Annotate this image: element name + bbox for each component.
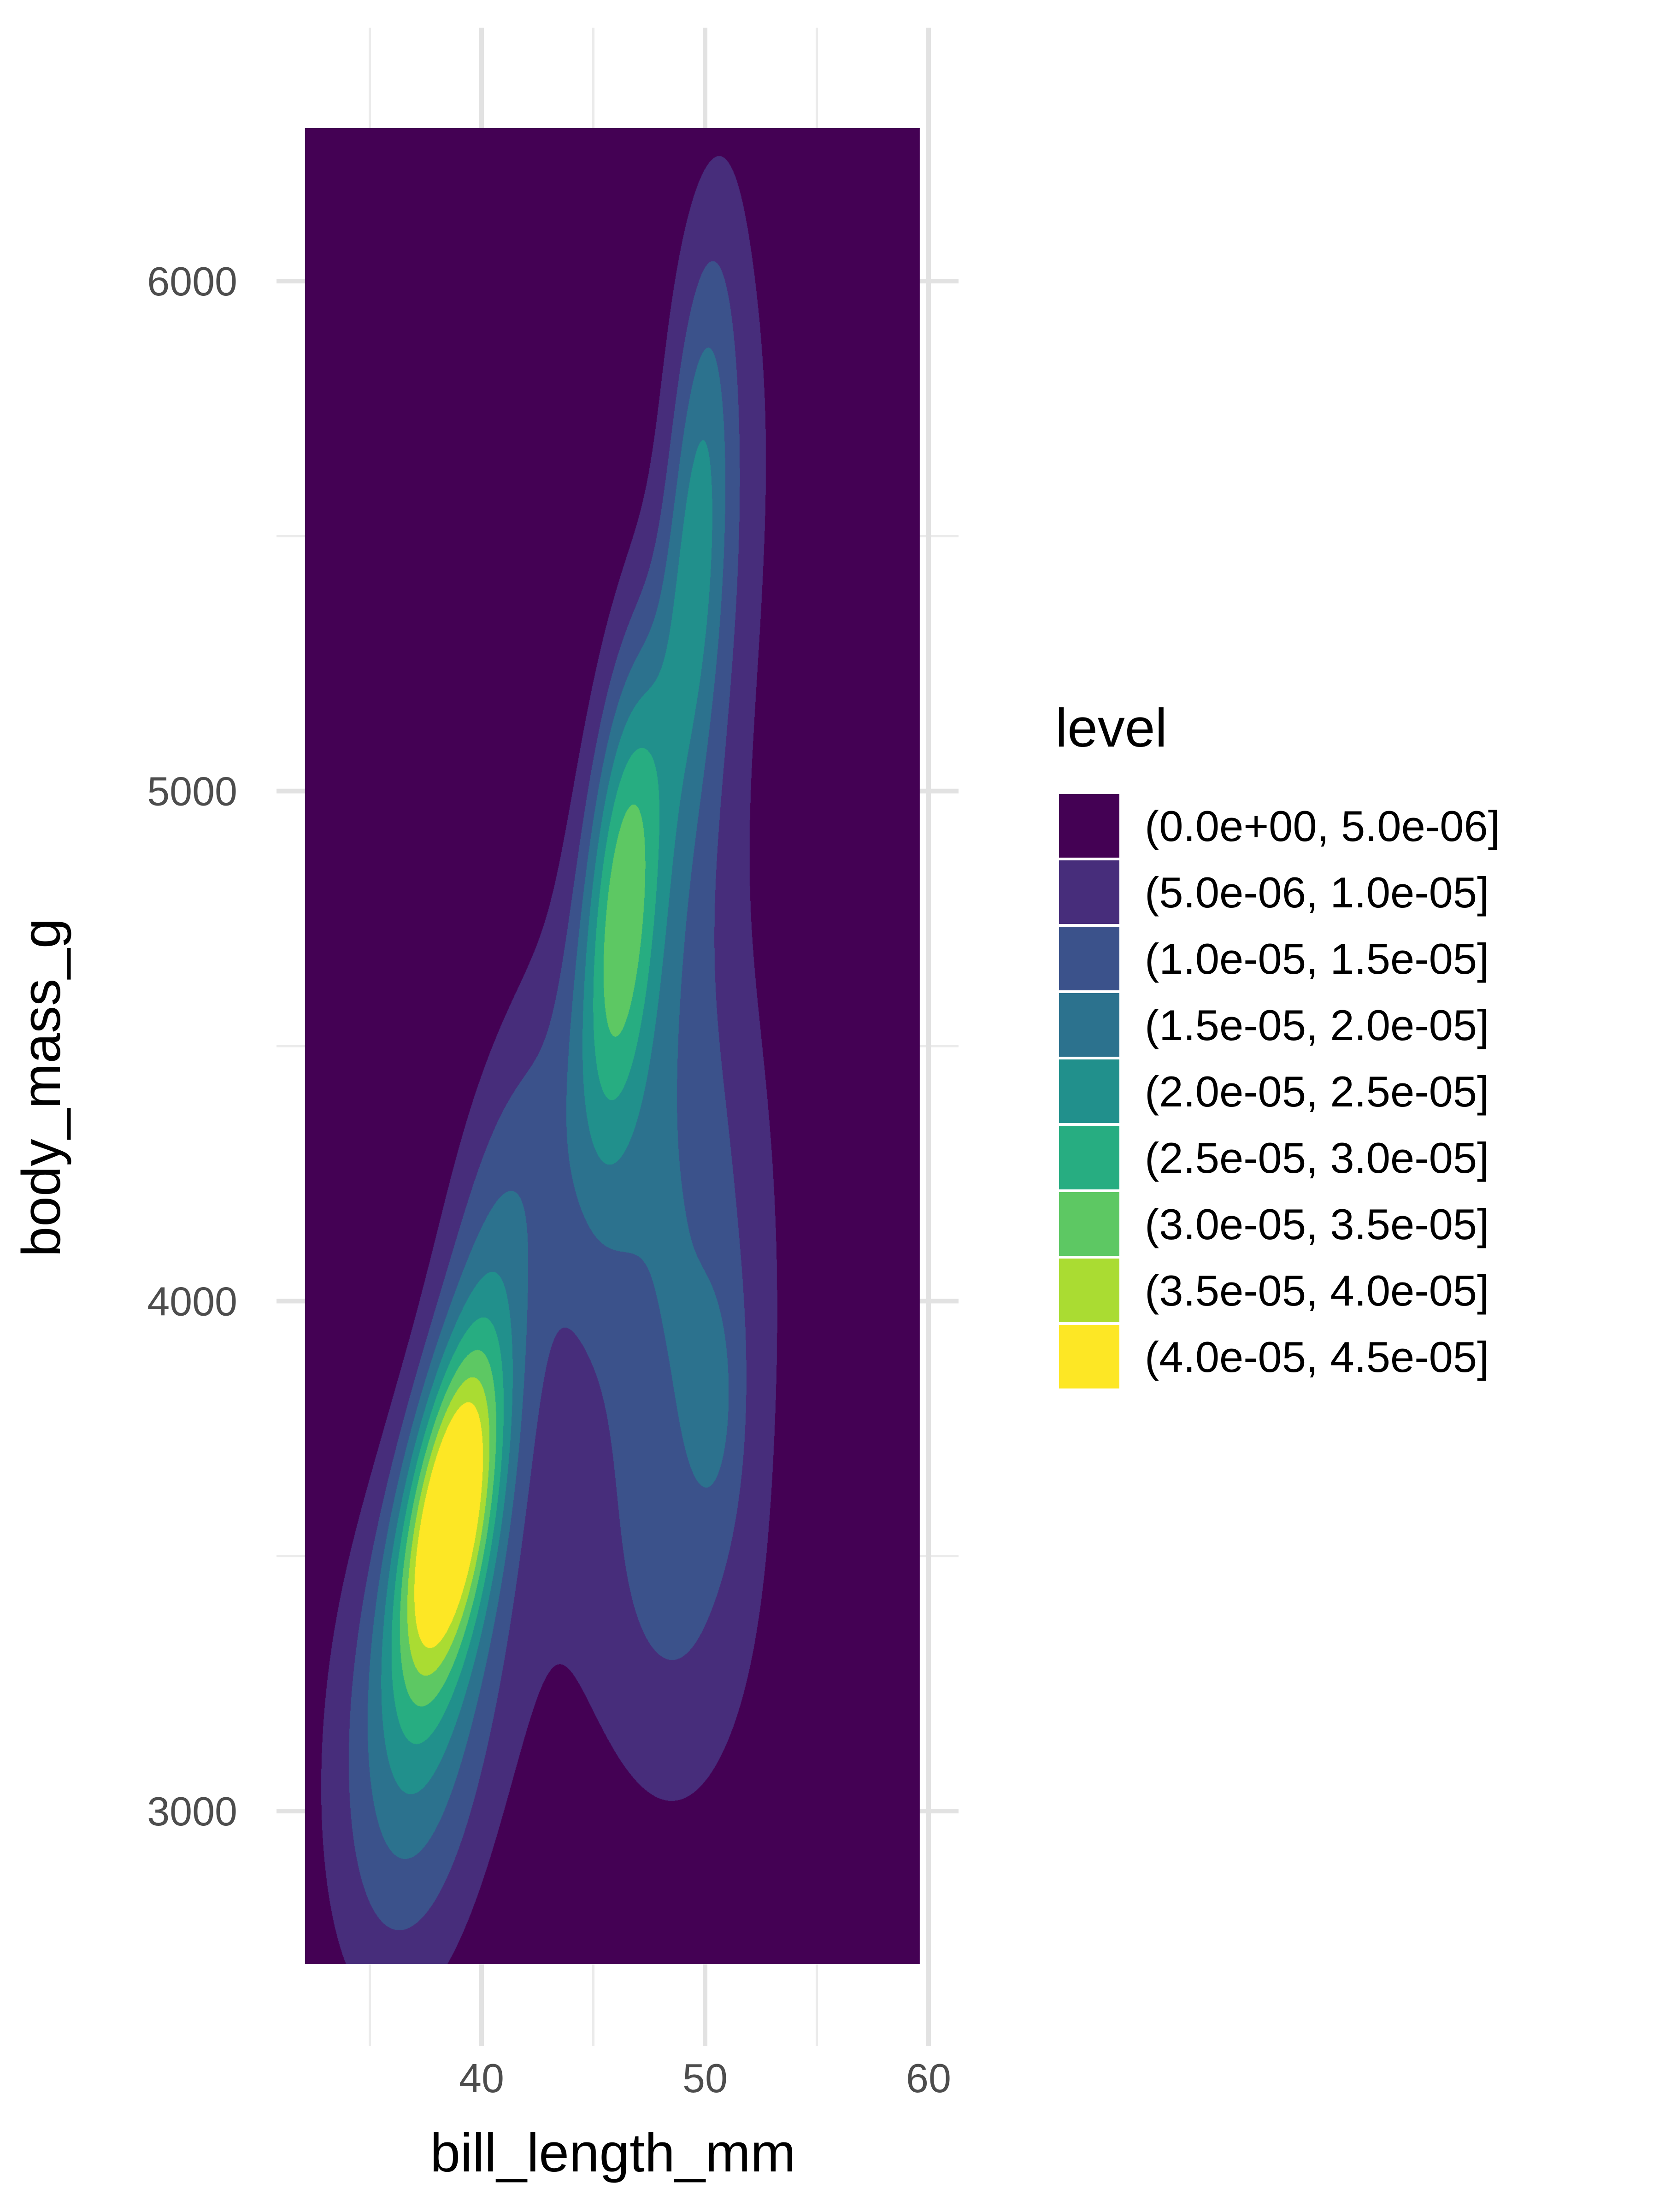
x-tick-label: 40	[459, 2055, 504, 2101]
x-tick-label: 50	[682, 2055, 728, 2101]
legend-label: (2.5e-05, 3.0e-05]	[1145, 1134, 1489, 1182]
legend-key	[1056, 990, 1122, 1059]
plot-panel	[305, 128, 920, 1964]
density-contour-fill	[305, 128, 920, 1964]
x-tick-label: 60	[906, 2055, 951, 2101]
legend-label: (1.0e-05, 1.5e-05]	[1145, 935, 1489, 983]
legend-label: (4.0e-05, 4.5e-05]	[1145, 1333, 1489, 1381]
legend-label: (3.0e-05, 3.5e-05]	[1145, 1200, 1489, 1248]
y-tick-label: 4000	[147, 1278, 237, 1324]
y-tick-label: 6000	[147, 259, 237, 304]
y-axis-title: body_mass_g	[11, 918, 72, 1257]
x-axis-ticks: 40 50 60	[459, 2055, 951, 2101]
legend-key	[1056, 1123, 1122, 1192]
y-axis-ticks: 3000 4000 5000 6000	[147, 259, 237, 1834]
legend-key	[1056, 791, 1122, 860]
legend-key	[1056, 858, 1122, 927]
legend: level (0.0e+00, 5.0e-06] (5.0e-06, 1.0e-0…	[1055, 698, 1500, 1391]
legend-title: level	[1055, 698, 1167, 759]
legend-key	[1056, 1256, 1122, 1325]
legend-label: (5.0e-06, 1.0e-05]	[1145, 868, 1489, 917]
legend-label: (3.5e-05, 4.0e-05]	[1145, 1266, 1489, 1315]
legend-key	[1056, 1057, 1122, 1126]
x-axis-title: bill_length_mm	[430, 2123, 796, 2183]
y-tick-label: 3000	[147, 1788, 237, 1834]
legend-label: (1.5e-05, 2.0e-05]	[1145, 1001, 1489, 1049]
legend-key	[1056, 924, 1122, 993]
y-tick-label: 5000	[147, 769, 237, 814]
legend-label: (2.0e-05, 2.5e-05]	[1145, 1067, 1489, 1116]
legend-key	[1056, 1322, 1122, 1391]
legend-key	[1056, 1189, 1122, 1259]
legend-label: (0.0e+00, 5.0e-06]	[1145, 802, 1500, 850]
